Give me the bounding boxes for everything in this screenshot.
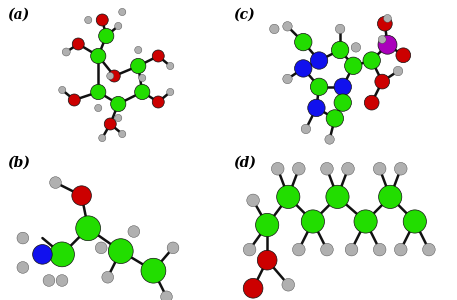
Circle shape — [295, 60, 312, 77]
Circle shape — [257, 250, 277, 270]
Circle shape — [326, 110, 344, 127]
Circle shape — [423, 243, 435, 256]
Circle shape — [373, 243, 386, 256]
Circle shape — [276, 185, 300, 208]
Circle shape — [345, 57, 362, 74]
Circle shape — [383, 14, 392, 22]
Circle shape — [17, 262, 29, 273]
Text: (a): (a) — [7, 8, 29, 22]
Circle shape — [243, 243, 256, 256]
Circle shape — [283, 22, 292, 31]
Circle shape — [76, 216, 101, 241]
Circle shape — [119, 130, 126, 138]
Circle shape — [363, 52, 380, 69]
Circle shape — [310, 78, 328, 95]
Circle shape — [282, 278, 295, 291]
Circle shape — [99, 28, 114, 44]
Circle shape — [378, 35, 386, 44]
Circle shape — [375, 74, 389, 89]
Text: (d): (d) — [233, 156, 256, 170]
Circle shape — [308, 99, 325, 117]
Circle shape — [271, 162, 284, 175]
Circle shape — [270, 24, 279, 34]
Circle shape — [255, 213, 279, 237]
Circle shape — [342, 162, 354, 175]
Circle shape — [394, 162, 407, 175]
Circle shape — [301, 124, 311, 134]
Circle shape — [394, 243, 407, 256]
Circle shape — [351, 43, 361, 52]
Circle shape — [301, 210, 324, 233]
Circle shape — [90, 48, 106, 64]
Circle shape — [373, 162, 386, 175]
Circle shape — [131, 58, 146, 74]
Circle shape — [96, 14, 108, 26]
Circle shape — [354, 210, 377, 233]
Circle shape — [167, 62, 174, 70]
Circle shape — [283, 74, 292, 84]
Circle shape — [85, 16, 92, 24]
Text: (c): (c) — [233, 8, 255, 22]
Circle shape — [321, 243, 333, 256]
Circle shape — [95, 104, 102, 112]
Circle shape — [90, 84, 106, 100]
Circle shape — [331, 41, 349, 59]
Circle shape — [141, 258, 166, 283]
Circle shape — [17, 232, 29, 244]
Circle shape — [128, 226, 140, 237]
Circle shape — [247, 194, 260, 207]
Circle shape — [364, 95, 379, 110]
Circle shape — [243, 278, 263, 298]
Circle shape — [32, 244, 52, 264]
Text: (b): (b) — [7, 156, 30, 170]
Circle shape — [295, 33, 312, 51]
Circle shape — [334, 94, 351, 111]
Circle shape — [292, 162, 305, 175]
Circle shape — [335, 24, 345, 34]
Circle shape — [68, 94, 80, 106]
Circle shape — [96, 242, 107, 254]
Circle shape — [152, 96, 164, 108]
Circle shape — [403, 210, 426, 233]
Circle shape — [167, 242, 179, 254]
Circle shape — [321, 162, 333, 175]
Circle shape — [334, 78, 351, 95]
Circle shape — [111, 96, 126, 112]
Circle shape — [396, 48, 411, 63]
Circle shape — [167, 88, 174, 96]
Circle shape — [72, 38, 84, 50]
Circle shape — [393, 66, 403, 76]
Circle shape — [378, 35, 397, 54]
Circle shape — [138, 74, 146, 82]
Circle shape — [345, 243, 358, 256]
Circle shape — [377, 16, 392, 31]
Circle shape — [50, 177, 61, 188]
Circle shape — [135, 84, 150, 100]
Circle shape — [62, 48, 70, 56]
Circle shape — [108, 70, 120, 82]
Circle shape — [135, 46, 142, 54]
Circle shape — [378, 185, 402, 208]
Circle shape — [72, 186, 91, 206]
Circle shape — [106, 72, 114, 80]
Circle shape — [56, 274, 68, 286]
Circle shape — [115, 22, 122, 30]
Circle shape — [292, 243, 305, 256]
Circle shape — [119, 8, 126, 16]
Circle shape — [310, 52, 328, 69]
Circle shape — [152, 50, 164, 62]
Circle shape — [160, 291, 172, 300]
Circle shape — [326, 185, 349, 208]
Circle shape — [102, 272, 114, 283]
Circle shape — [43, 274, 55, 286]
Circle shape — [58, 86, 66, 94]
Circle shape — [104, 118, 116, 130]
Circle shape — [325, 135, 335, 144]
Circle shape — [50, 242, 74, 267]
Circle shape — [115, 114, 122, 122]
Circle shape — [108, 239, 133, 263]
Circle shape — [99, 134, 106, 142]
